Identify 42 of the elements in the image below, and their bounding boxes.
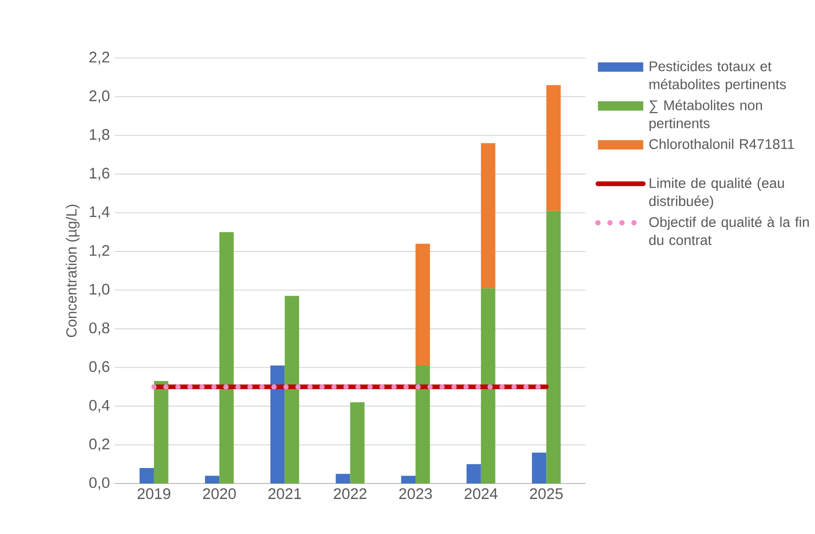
legend-label: Pesticides totaux et métabolites pertinents [650, 61, 786, 92]
bar [154, 381, 168, 484]
bar [336, 474, 350, 484]
x-tick-label: 2022 [334, 488, 366, 500]
y-tick-label: 0,0 [89, 477, 110, 490]
y-tick-label: 1,0 [90, 284, 110, 297]
bar [480, 143, 496, 288]
y-tick-label: 1,4 [90, 206, 110, 220]
legend-label: ∑ Métabolites non pertinents [650, 100, 762, 132]
legend-label: Limite de qualité (eau distribuée) [649, 178, 784, 210]
bar [270, 366, 285, 484]
x-tick-label: 2020 [203, 488, 236, 500]
x-tick-label: 2019 [138, 488, 170, 500]
legend-label: Chlorothalonil R471811 [649, 139, 794, 150]
bar [219, 232, 234, 484]
y-tick-label: 0,6 [89, 361, 110, 374]
x-tick-label: 2023 [399, 488, 432, 500]
y-tick-label: 2,0 [89, 90, 110, 104]
bar [546, 211, 561, 484]
bar [416, 366, 430, 484]
bar [416, 244, 430, 366]
bar [480, 288, 496, 484]
x-tick-label: 2025 [530, 488, 563, 500]
bar [546, 85, 561, 212]
bar [350, 402, 365, 484]
y-tick-label: 2,2 [89, 52, 110, 65]
y-tick-label: 1,8 [90, 129, 110, 142]
x-tick-label: 2024 [464, 488, 498, 500]
y-tick-label: 0,2 [89, 438, 110, 452]
legend-label: Objectif de qualité à la fin du contrat [649, 216, 809, 246]
y-tick-label: 1,2 [90, 245, 110, 258]
bar [204, 476, 220, 484]
y-tick-label: 0,4 [89, 400, 110, 413]
y-tick-label: 0,8 [89, 322, 110, 336]
bar [284, 296, 300, 484]
y-tick-label: 1,6 [90, 168, 110, 181]
y-axis-title: Concentration (µg/L) [66, 204, 80, 338]
bar [140, 468, 154, 484]
bar [466, 464, 481, 484]
bar [401, 476, 416, 484]
bar [532, 452, 546, 484]
x-tick-label: 2021 [268, 488, 302, 500]
